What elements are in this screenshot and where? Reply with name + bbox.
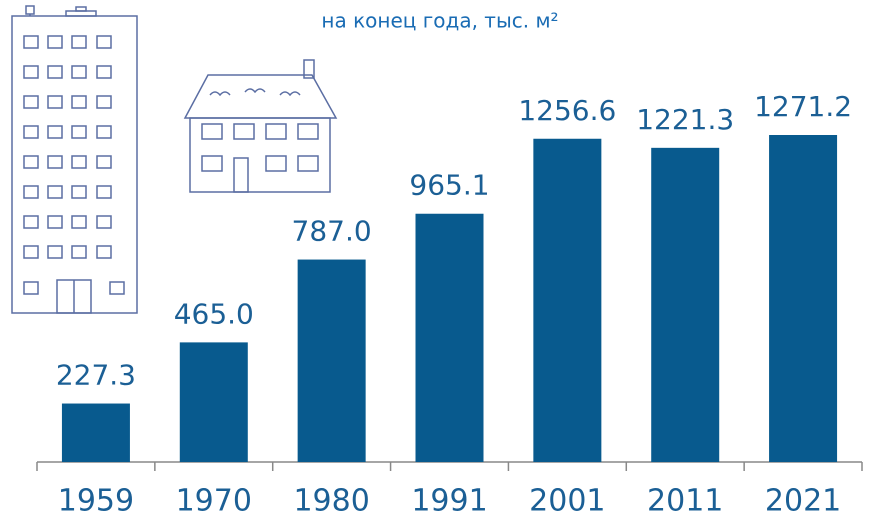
x-tick-label: 1959 xyxy=(58,484,134,519)
x-tick-label: 2011 xyxy=(647,484,723,519)
x-tick-label: 1980 xyxy=(293,484,369,519)
x-tick-label: 1991 xyxy=(411,484,487,519)
x-tick-label: 2021 xyxy=(765,484,841,519)
value-label: 787.0 xyxy=(292,215,372,248)
house-icon xyxy=(183,59,338,193)
value-label: 1256.6 xyxy=(518,94,616,127)
building-icon xyxy=(11,5,138,314)
chart-title: на конец года, тыс. м² xyxy=(321,9,558,33)
bar xyxy=(61,403,130,462)
value-label: 465.0 xyxy=(174,297,254,330)
value-label: 1221.3 xyxy=(636,103,734,136)
x-tick-label: 2001 xyxy=(529,484,605,519)
bar xyxy=(769,135,838,462)
value-label: 1271.2 xyxy=(754,90,852,123)
bar xyxy=(533,138,602,462)
bar xyxy=(179,342,248,462)
bar xyxy=(297,259,366,462)
value-label: 965.1 xyxy=(409,169,489,202)
bar xyxy=(415,213,484,462)
value-label: 227.3 xyxy=(56,359,136,392)
bar xyxy=(651,147,720,463)
x-tick-label: 1970 xyxy=(176,484,252,519)
